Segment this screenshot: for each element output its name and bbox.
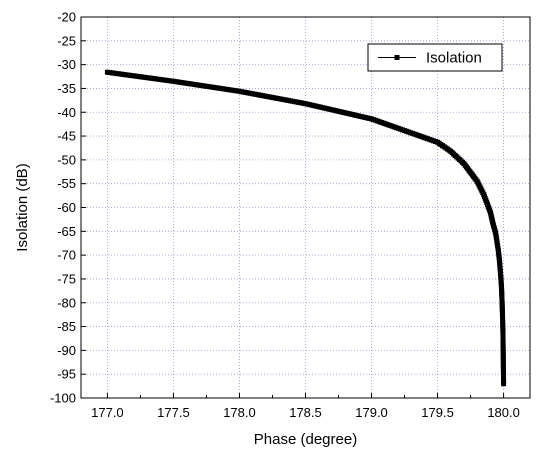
axis-ticks <box>81 16 505 399</box>
legend-marker <box>394 55 400 60</box>
data-point <box>501 381 507 387</box>
data-series <box>104 69 507 387</box>
y-tick-label: -40 <box>57 105 76 120</box>
tick-labels: 177.0 177.5 178.0 178.5 179.0 179.5 180.0 -20 -2… <box>50 10 520 421</box>
y-tick-label: -70 <box>57 248 76 263</box>
y-tick-label: -45 <box>57 129 76 144</box>
x-tick-label: 179.0 <box>355 405 388 420</box>
y-tick-label: -100 <box>50 391 76 406</box>
legend-label: Isolation <box>426 50 482 67</box>
y-axis-label: Isolation (dB) <box>14 163 31 251</box>
x-tick-label: 180.0 <box>487 405 520 420</box>
y-tick-label: -80 <box>57 295 76 310</box>
x-tick-label: 178.0 <box>223 405 256 420</box>
y-tick-label: -75 <box>57 271 76 286</box>
y-tick-label: -90 <box>57 343 76 358</box>
y-tick-label: -50 <box>57 152 76 167</box>
x-axis-label: Phase (degree) <box>254 431 357 448</box>
y-tick-label: -20 <box>57 10 76 25</box>
y-tick-label: -30 <box>57 57 76 72</box>
x-tick-label: 177.5 <box>157 405 190 420</box>
x-tick-label: 178.5 <box>289 405 322 420</box>
legend: Isolation <box>367 43 503 72</box>
y-tick-label: -55 <box>57 176 76 191</box>
y-tick-label: -60 <box>57 200 76 215</box>
x-tick-label: 177.0 <box>91 405 124 420</box>
y-tick-label: -35 <box>57 81 76 96</box>
grid-lines <box>81 17 530 398</box>
y-tick-label: -85 <box>57 319 76 334</box>
y-tick-label: -65 <box>57 224 76 239</box>
y-tick-label: -25 <box>57 33 76 48</box>
y-tick-label: -95 <box>57 367 76 382</box>
x-tick-label: 179.5 <box>421 405 454 420</box>
